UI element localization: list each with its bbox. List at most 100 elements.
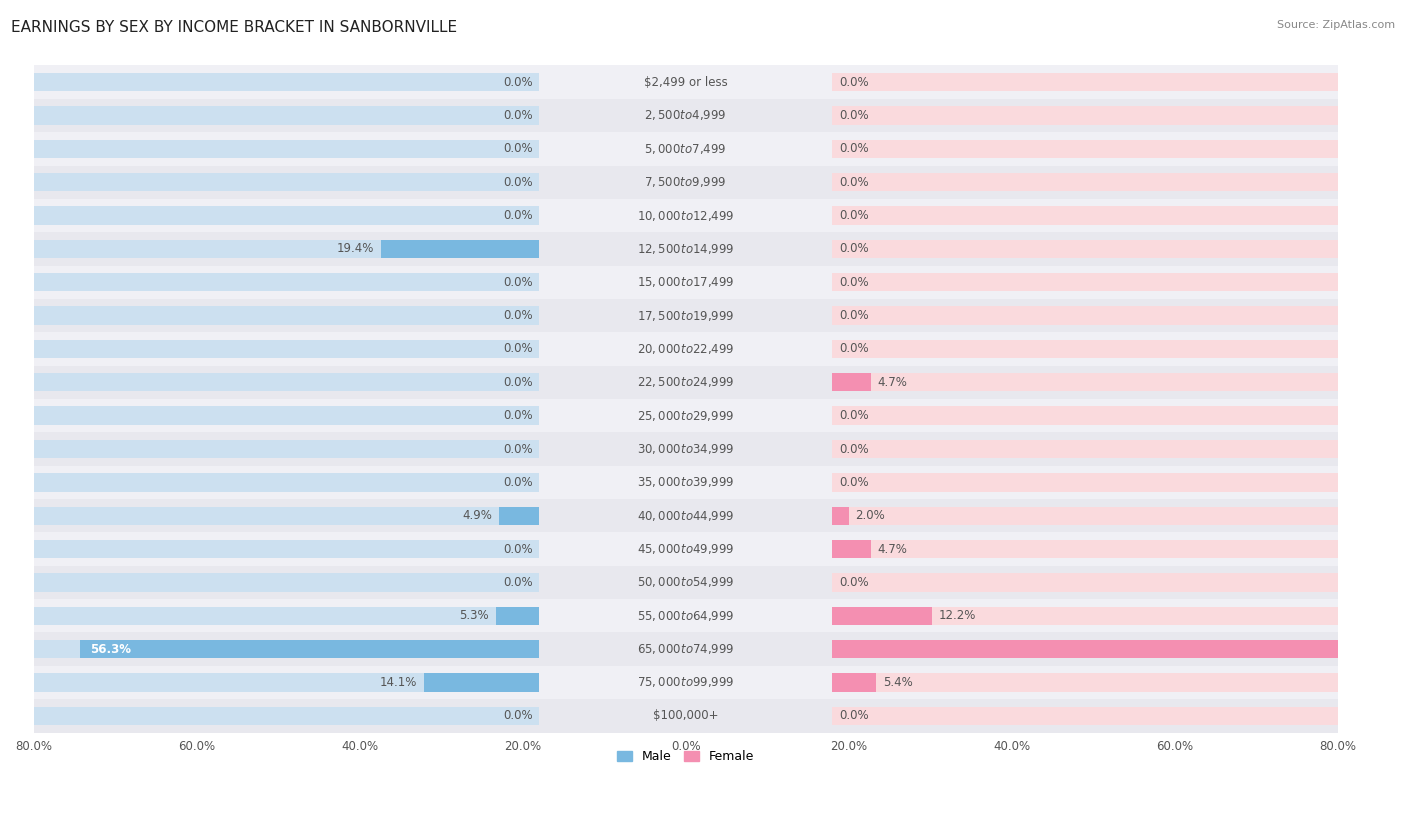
Bar — [34, 466, 1339, 499]
Text: $35,000 to $39,999: $35,000 to $39,999 — [637, 476, 734, 489]
Bar — [832, 506, 1339, 525]
Bar — [832, 640, 1339, 659]
Bar — [832, 506, 849, 525]
Text: 19.4%: 19.4% — [337, 242, 374, 255]
Bar — [34, 573, 538, 592]
Bar — [832, 373, 870, 392]
Bar — [34, 433, 1339, 466]
Bar — [832, 240, 1339, 258]
Text: $7,500 to $9,999: $7,500 to $9,999 — [644, 175, 727, 189]
Text: 0.0%: 0.0% — [839, 176, 869, 189]
Legend: Male, Female: Male, Female — [612, 746, 759, 768]
Bar — [832, 573, 1339, 592]
Text: 0.0%: 0.0% — [503, 109, 533, 122]
Text: $17,500 to $19,999: $17,500 to $19,999 — [637, 309, 734, 323]
Text: 0.0%: 0.0% — [839, 242, 869, 255]
Bar — [832, 207, 1339, 224]
Text: $45,000 to $49,999: $45,000 to $49,999 — [637, 542, 734, 556]
Bar — [34, 333, 1339, 366]
Bar — [832, 606, 932, 625]
Text: 0.0%: 0.0% — [503, 142, 533, 155]
Bar — [80, 640, 538, 659]
Text: 0.0%: 0.0% — [503, 442, 533, 455]
Text: $20,000 to $22,499: $20,000 to $22,499 — [637, 342, 734, 356]
Text: 0.0%: 0.0% — [839, 276, 869, 289]
Text: $65,000 to $74,999: $65,000 to $74,999 — [637, 642, 734, 656]
Text: $40,000 to $44,999: $40,000 to $44,999 — [637, 509, 734, 523]
Bar — [832, 706, 1339, 725]
Text: $15,000 to $17,499: $15,000 to $17,499 — [637, 276, 734, 289]
Text: 0.0%: 0.0% — [503, 76, 533, 89]
Text: 14.1%: 14.1% — [380, 676, 418, 689]
Text: $30,000 to $34,999: $30,000 to $34,999 — [637, 442, 734, 456]
Text: 71.0%: 71.0% — [1361, 642, 1402, 655]
Text: $25,000 to $29,999: $25,000 to $29,999 — [637, 409, 734, 423]
Bar — [34, 240, 538, 258]
Text: 0.0%: 0.0% — [503, 309, 533, 322]
Bar — [34, 440, 538, 459]
Bar — [34, 66, 1339, 99]
Text: Source: ZipAtlas.com: Source: ZipAtlas.com — [1277, 20, 1395, 30]
Bar — [34, 99, 1339, 133]
Bar — [832, 673, 876, 692]
Bar — [34, 340, 538, 358]
Text: $10,000 to $12,499: $10,000 to $12,499 — [637, 209, 734, 223]
Text: 0.0%: 0.0% — [503, 576, 533, 589]
Bar — [34, 533, 1339, 566]
Bar — [832, 406, 1339, 425]
Bar — [832, 273, 1339, 291]
Bar — [34, 273, 538, 291]
Bar — [832, 473, 1339, 492]
Text: 0.0%: 0.0% — [839, 576, 869, 589]
Text: 0.0%: 0.0% — [503, 542, 533, 555]
Bar — [34, 566, 1339, 599]
Text: 0.0%: 0.0% — [839, 142, 869, 155]
Bar — [34, 373, 538, 392]
Bar — [34, 699, 1339, 733]
Bar — [34, 399, 1339, 433]
Bar — [832, 73, 1339, 91]
Bar — [425, 673, 538, 692]
Text: 0.0%: 0.0% — [503, 709, 533, 722]
Bar — [34, 499, 1339, 533]
Bar — [34, 166, 1339, 199]
Bar — [34, 606, 538, 625]
Text: $12,500 to $14,999: $12,500 to $14,999 — [637, 242, 734, 256]
Bar — [34, 633, 1339, 666]
Bar — [34, 307, 538, 324]
Text: $22,500 to $24,999: $22,500 to $24,999 — [637, 376, 734, 389]
Text: 0.0%: 0.0% — [839, 209, 869, 222]
Text: $50,000 to $54,999: $50,000 to $54,999 — [637, 576, 734, 589]
Text: 4.9%: 4.9% — [463, 509, 492, 522]
Bar — [496, 606, 538, 625]
Bar — [832, 107, 1339, 124]
Bar — [34, 406, 538, 425]
Bar — [832, 606, 1339, 625]
Text: 0.0%: 0.0% — [839, 109, 869, 122]
Text: 5.4%: 5.4% — [883, 676, 912, 689]
Bar — [34, 173, 538, 191]
Text: 0.0%: 0.0% — [839, 442, 869, 455]
Text: $75,000 to $99,999: $75,000 to $99,999 — [637, 676, 734, 689]
Bar — [34, 706, 538, 725]
Text: 12.2%: 12.2% — [938, 609, 976, 622]
Bar — [832, 340, 1339, 358]
Text: 0.0%: 0.0% — [839, 309, 869, 322]
Bar — [832, 307, 1339, 324]
Bar — [34, 666, 1339, 699]
Text: 0.0%: 0.0% — [503, 176, 533, 189]
Bar — [34, 299, 1339, 333]
Text: 4.7%: 4.7% — [877, 542, 907, 555]
Text: 0.0%: 0.0% — [503, 476, 533, 489]
Text: 4.7%: 4.7% — [877, 376, 907, 389]
Bar — [832, 640, 1406, 659]
Text: 0.0%: 0.0% — [839, 342, 869, 355]
Text: 0.0%: 0.0% — [503, 342, 533, 355]
Bar — [381, 240, 538, 258]
Text: 0.0%: 0.0% — [503, 209, 533, 222]
Text: 2.0%: 2.0% — [855, 509, 884, 522]
Bar — [34, 540, 538, 559]
Bar — [34, 233, 1339, 266]
Bar — [34, 473, 538, 492]
Text: $100,000+: $100,000+ — [652, 709, 718, 722]
